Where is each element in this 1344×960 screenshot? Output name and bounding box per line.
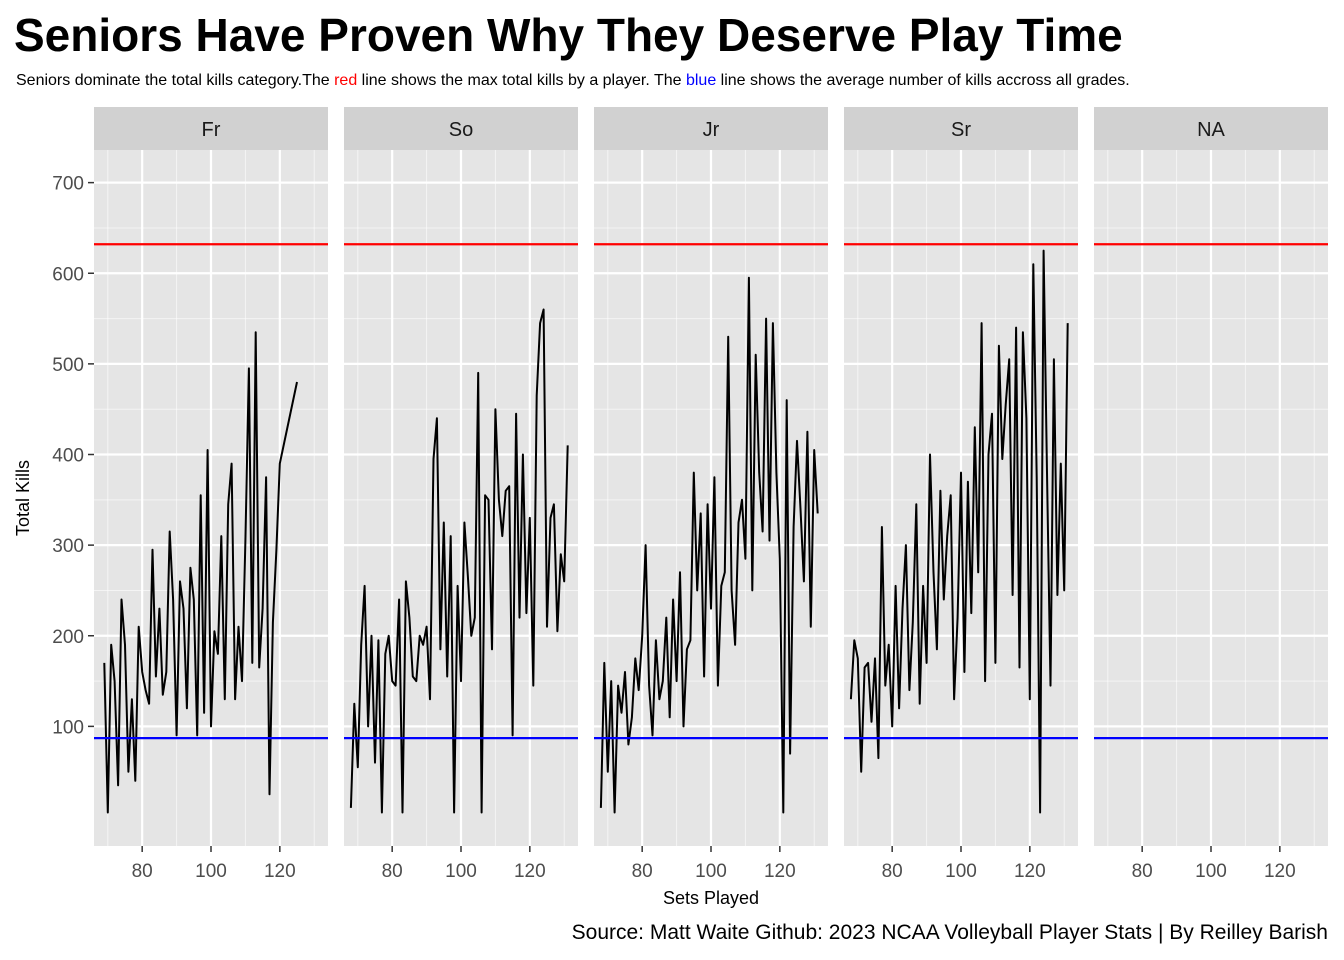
facet-strip <box>594 107 828 150</box>
x-tick-label: 120 <box>514 861 546 882</box>
series-line-jr <box>599 276 819 814</box>
subtitle-text-2: line shows the max total kills by a play… <box>357 72 686 89</box>
x-tick-label: 80 <box>632 861 653 882</box>
facet-strip-label: So <box>449 119 473 141</box>
chart-caption: Source: Matt Waite Github: 2023 NCAA Vol… <box>571 921 1328 944</box>
subtitle-red-word: red <box>334 72 358 89</box>
series-line-so <box>349 308 569 814</box>
x-tick-label: 80 <box>382 861 403 882</box>
y-axis-title: Total Kills <box>13 460 33 536</box>
chart-title: Seniors Have Proven Why They Deserve Pla… <box>14 9 1123 61</box>
x-tick-label: 120 <box>1264 861 1296 882</box>
facet-panel-fr: Fr 80 100 120 <box>94 107 328 882</box>
series-line-fr <box>103 331 298 814</box>
facet-strip-label: Jr <box>703 119 720 141</box>
facet-strip <box>844 107 1078 150</box>
x-tick-label: 120 <box>1014 861 1046 882</box>
subtitle-blue-word: blue <box>685 72 717 89</box>
x-tick-label: 80 <box>1132 861 1153 882</box>
x-tick-label: 100 <box>445 861 477 882</box>
y-tick-label: 600 <box>52 264 84 285</box>
facet-panel-so: So 80 100 120 <box>344 107 578 882</box>
facet-strip <box>1094 107 1328 150</box>
facet-strip <box>344 107 578 150</box>
series-line-sr <box>849 249 1069 814</box>
x-tick-label: 100 <box>1195 861 1227 882</box>
facet-strip <box>94 107 328 150</box>
subtitle-text-1: Seniors dominate the total kills categor… <box>16 72 335 89</box>
y-tick-label: 700 <box>52 174 84 195</box>
y-tick-label: 200 <box>52 627 84 648</box>
y-tick-label: 300 <box>52 536 84 557</box>
x-tick-label: 120 <box>764 861 796 882</box>
x-tick-label: 100 <box>695 861 727 882</box>
facet-strip-label: NA <box>1197 119 1225 141</box>
y-tick-label: 100 <box>52 717 84 738</box>
chart-subtitle: Seniors dominate the total kills categor… <box>16 72 1130 90</box>
y-tick-label: 500 <box>52 355 84 376</box>
facet-panel-sr: Sr 80 100 120 <box>844 107 1078 882</box>
x-tick-label: 100 <box>945 861 977 882</box>
subtitle-text-3: line shows the average number of kills a… <box>716 72 1130 89</box>
x-tick-label: 100 <box>195 861 227 882</box>
facet-panel-jr: Jr 80 100 120 <box>594 107 828 882</box>
x-tick-label: 80 <box>882 861 903 882</box>
facet-strip-label: Sr <box>951 119 971 141</box>
facet-panel-na: NA 80 100 120 <box>1094 107 1328 882</box>
x-tick-label: 120 <box>264 861 296 882</box>
y-tick-label: 400 <box>52 446 84 467</box>
x-tick-label: 80 <box>132 861 153 882</box>
facet-strip-label: Fr <box>202 119 221 141</box>
x-axis-title: Sets Played <box>663 888 759 908</box>
